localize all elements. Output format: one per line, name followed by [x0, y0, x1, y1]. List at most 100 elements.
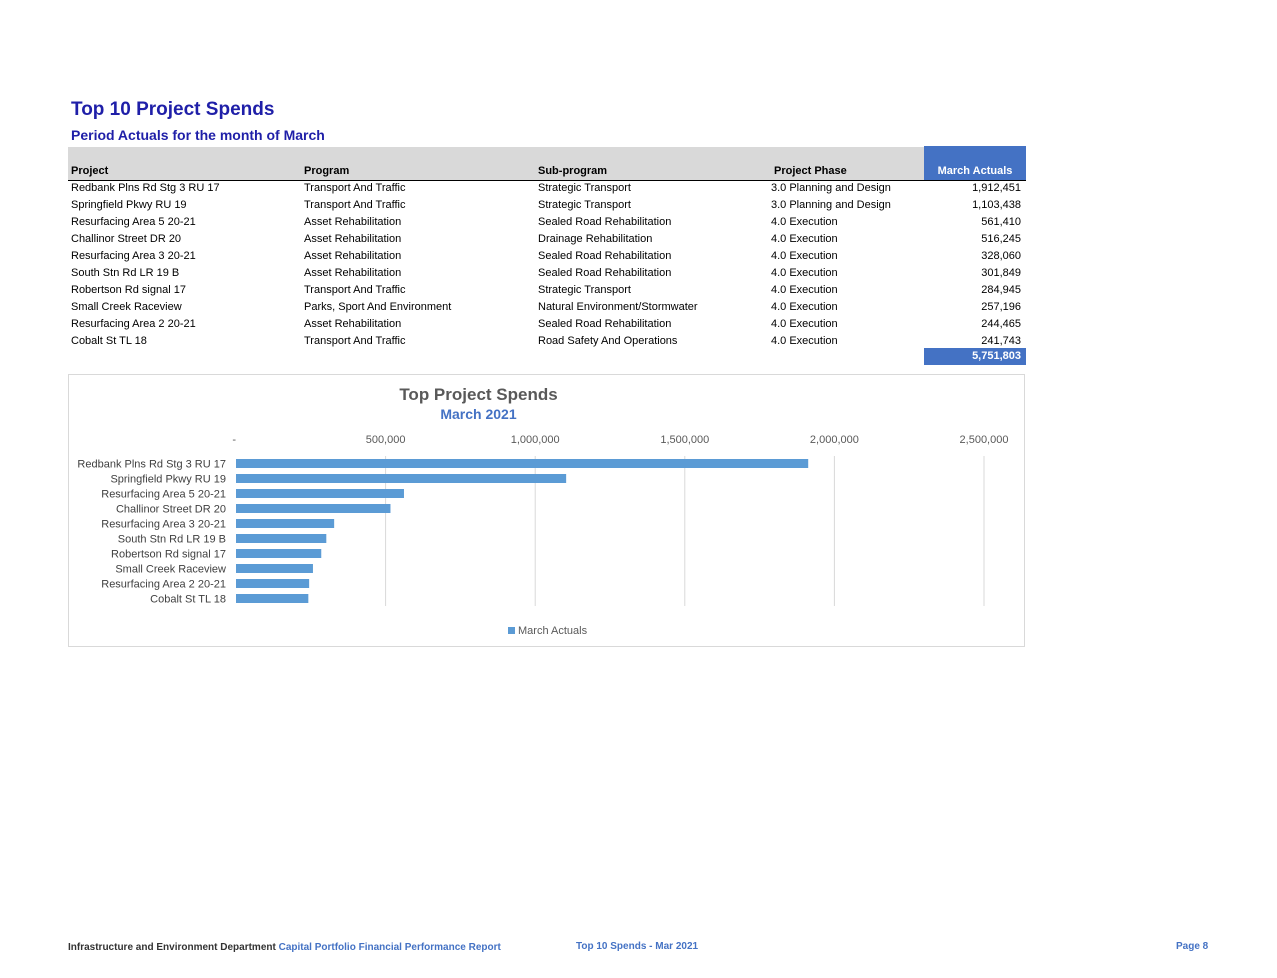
chart-subtitle: March 2021	[440, 406, 517, 422]
bar	[236, 489, 404, 498]
category-label: Small Creek Raceview	[115, 564, 226, 576]
cell-actuals: 301,849	[981, 267, 1021, 279]
cell-subprogram: Road Safety And Operations	[538, 335, 678, 347]
footer-left: Infrastructure and Environment Departmen…	[68, 942, 501, 953]
category-label: Springfield Pkwy RU 19	[110, 474, 226, 486]
bar	[236, 564, 313, 573]
footer-page-number: Page 8	[1176, 941, 1209, 952]
bar	[236, 534, 327, 543]
legend-swatch	[508, 627, 515, 634]
header-phase: Project Phase	[774, 165, 847, 177]
cell-actuals: 328,060	[981, 250, 1021, 262]
header-program: Program	[304, 165, 350, 177]
footer-department: Infrastructure and Environment Departmen…	[68, 942, 276, 953]
cell-program: Asset Rehabilitation	[304, 318, 402, 330]
cell-actuals: 257,196	[981, 301, 1021, 313]
table-body: Redbank Plns Rd Stg 3 RU 17 Transport And…	[68, 181, 1026, 351]
chart-title: Top Project Spends	[399, 385, 558, 404]
cell-subprogram: Sealed Road Rehabilitation	[538, 250, 672, 262]
header-subprogram: Sub-program	[538, 165, 608, 177]
cell-phase: 4.0 Execution	[771, 301, 838, 313]
cell-subprogram: Natural Environment/Stormwater	[538, 301, 698, 313]
x-tick-label: 500,000	[366, 434, 406, 446]
cell-subprogram: Strategic Transport	[538, 182, 631, 194]
table-row: Robertson Rd signal 17 Transport And Traf…	[68, 283, 1026, 300]
cell-project: Springfield Pkwy RU 19	[71, 199, 187, 211]
cell-project: Resurfacing Area 5 20-21	[71, 216, 196, 228]
x-tick-label: 2,000,000	[810, 434, 859, 446]
footer-section: Top 10 Spends - Mar 2021	[576, 941, 699, 952]
cell-phase: 4.0 Execution	[771, 284, 838, 296]
cell-actuals: 1,103,438	[972, 199, 1021, 211]
bar	[236, 579, 310, 588]
cell-subprogram: Drainage Rehabilitation	[538, 233, 653, 245]
category-label: Resurfacing Area 5 20-21	[101, 489, 226, 501]
header-march-actuals: March Actuals	[924, 146, 1026, 180]
chart-frame	[68, 374, 1025, 647]
table-row: Cobalt St TL 18 Transport And Traffic Road…	[68, 334, 1026, 351]
cell-actuals: 241,743	[981, 335, 1021, 347]
x-tick-label: 1,000,000	[511, 434, 560, 446]
x-tick-label: 2,500,000	[960, 434, 1009, 446]
category-label: Challinor Street DR 20	[116, 504, 226, 516]
cell-program: Asset Rehabilitation	[304, 267, 402, 279]
bar	[236, 519, 335, 528]
table-header: Project Program Sub-program Project Phas…	[68, 146, 1026, 181]
cell-phase: 3.0 Planning and Design	[771, 199, 891, 211]
report-subtitle: Period Actuals for the month of March	[71, 127, 325, 143]
cell-program: Asset Rehabilitation	[304, 250, 402, 262]
cell-project: Redbank Plns Rd Stg 3 RU 17	[71, 182, 220, 194]
cell-phase: 4.0 Execution	[771, 216, 838, 228]
cell-program: Parks, Sport And Environment	[304, 301, 452, 313]
x-tick-label: 1,500,000	[660, 434, 709, 446]
table-row: Resurfacing Area 2 20-21 Asset Rehabilita…	[68, 317, 1026, 334]
cell-program: Transport And Traffic	[304, 335, 406, 347]
table-row: Resurfacing Area 3 20-21 Asset Rehabilita…	[68, 249, 1026, 266]
cell-phase: 4.0 Execution	[771, 233, 838, 245]
category-label: Robertson Rd signal 17	[111, 549, 226, 561]
cell-subprogram: Sealed Road Rehabilitation	[538, 216, 672, 228]
cell-project: Resurfacing Area 3 20-21	[71, 250, 196, 262]
table-row: Small Creek Raceview Parks, Sport And Env…	[68, 300, 1026, 317]
cell-project: Small Creek Raceview	[71, 301, 182, 313]
cell-actuals: 284,945	[981, 284, 1021, 296]
category-label: Resurfacing Area 2 20-21	[101, 579, 226, 591]
cell-actuals: 561,410	[981, 216, 1021, 228]
cell-actuals: 1,912,451	[972, 182, 1021, 194]
cell-program: Transport And Traffic	[304, 182, 406, 194]
table-row: Redbank Plns Rd Stg 3 RU 17 Transport And…	[68, 181, 1026, 198]
table-row: Springfield Pkwy RU 19 Transport And Traf…	[68, 198, 1026, 215]
table-row: Resurfacing Area 5 20-21 Asset Rehabilita…	[68, 215, 1026, 232]
cell-project: Challinor Street DR 20	[71, 233, 182, 245]
cell-subprogram: Strategic Transport	[538, 284, 631, 296]
cell-phase: 3.0 Planning and Design	[771, 182, 891, 194]
cell-subprogram: Sealed Road Rehabilitation	[538, 267, 672, 279]
bar	[236, 594, 309, 603]
cell-actuals: 516,245	[981, 233, 1021, 245]
report-title: Top 10 Project Spends	[71, 99, 275, 120]
category-label: Cobalt St TL 18	[150, 594, 226, 606]
cell-program: Transport And Traffic	[304, 199, 406, 211]
bar-chart: - 500,000 1,000,000 1,500,000 2,000,000 2,500…	[77, 434, 1009, 637]
total-actuals: 5,751,803	[924, 348, 1026, 365]
cell-program: Asset Rehabilitation	[304, 216, 402, 228]
cell-project: South Stn Rd LR 19 B	[71, 267, 180, 279]
cell-subprogram: Sealed Road Rehabilitation	[538, 318, 672, 330]
cell-program: Asset Rehabilitation	[304, 233, 402, 245]
x-tick-label: -	[232, 434, 236, 446]
cell-subprogram: Strategic Transport	[538, 199, 631, 211]
cell-phase: 4.0 Execution	[771, 250, 838, 262]
category-label: Resurfacing Area 3 20-21	[101, 519, 226, 531]
category-label: Redbank Plns Rd Stg 3 RU 17	[77, 459, 226, 471]
cell-phase: 4.0 Execution	[771, 267, 838, 279]
footer-report-name: Capital Portfolio Financial Performance …	[278, 942, 501, 953]
category-label: South Stn Rd LR 19 B	[118, 534, 226, 546]
bar	[236, 459, 809, 468]
bar	[236, 474, 567, 483]
bar	[236, 549, 322, 558]
legend-label: March Actuals	[518, 625, 588, 637]
table-row: Challinor Street DR 20 Asset Rehabilitati…	[68, 232, 1026, 249]
cell-program: Transport And Traffic	[304, 284, 406, 296]
header-project: Project	[71, 165, 109, 177]
cell-actuals: 244,465	[981, 318, 1021, 330]
